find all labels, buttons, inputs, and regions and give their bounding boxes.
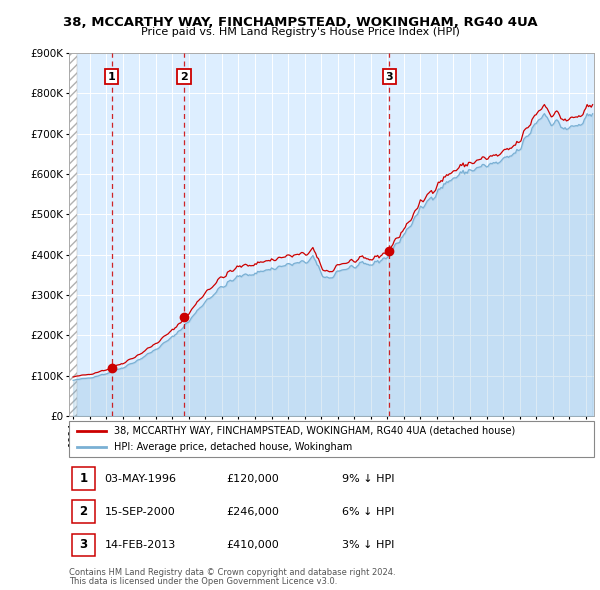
Text: 3% ↓ HPI: 3% ↓ HPI <box>342 540 394 550</box>
Text: Price paid vs. HM Land Registry's House Price Index (HPI): Price paid vs. HM Land Registry's House … <box>140 27 460 37</box>
FancyBboxPatch shape <box>71 533 95 556</box>
Text: 03-MAY-1996: 03-MAY-1996 <box>105 474 176 484</box>
FancyBboxPatch shape <box>71 467 95 490</box>
Text: £410,000: £410,000 <box>227 540 279 550</box>
Text: 3: 3 <box>385 72 393 81</box>
Text: This data is licensed under the Open Government Licence v3.0.: This data is licensed under the Open Gov… <box>69 577 337 586</box>
Text: Contains HM Land Registry data © Crown copyright and database right 2024.: Contains HM Land Registry data © Crown c… <box>69 568 395 576</box>
Text: 2: 2 <box>180 72 188 81</box>
FancyBboxPatch shape <box>71 500 95 523</box>
Text: 3: 3 <box>79 538 88 552</box>
Text: 2: 2 <box>79 505 88 519</box>
Text: HPI: Average price, detached house, Wokingham: HPI: Average price, detached house, Woki… <box>113 442 352 453</box>
Text: £246,000: £246,000 <box>227 507 280 517</box>
Text: 15-SEP-2000: 15-SEP-2000 <box>105 507 175 517</box>
Text: 1: 1 <box>108 72 116 81</box>
FancyBboxPatch shape <box>69 421 594 457</box>
Text: £120,000: £120,000 <box>227 474 279 484</box>
Text: 6% ↓ HPI: 6% ↓ HPI <box>342 507 394 517</box>
Text: 38, MCCARTHY WAY, FINCHAMPSTEAD, WOKINGHAM, RG40 4UA: 38, MCCARTHY WAY, FINCHAMPSTEAD, WOKINGH… <box>62 16 538 29</box>
Text: 38, MCCARTHY WAY, FINCHAMPSTEAD, WOKINGHAM, RG40 4UA (detached house): 38, MCCARTHY WAY, FINCHAMPSTEAD, WOKINGH… <box>113 426 515 436</box>
Text: 9% ↓ HPI: 9% ↓ HPI <box>342 474 395 484</box>
Text: 1: 1 <box>79 472 88 486</box>
Text: 14-FEB-2013: 14-FEB-2013 <box>105 540 176 550</box>
